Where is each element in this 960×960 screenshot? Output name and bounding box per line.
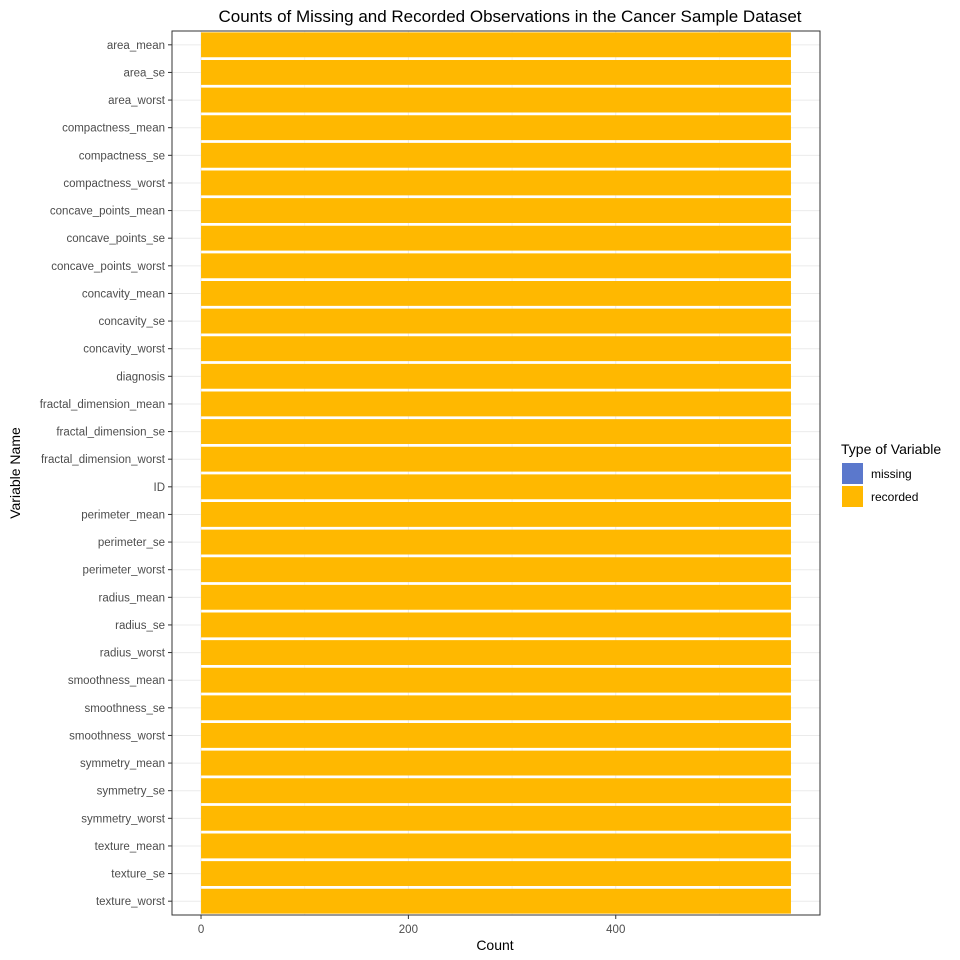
bar-recorded-fractal_dimension_worst [201,446,791,472]
y-tick-label: fractal_dimension_worst [41,454,166,466]
y-tick-label: perimeter_mean [81,509,165,521]
bar-recorded-smoothness_se [201,695,791,721]
y-tick-label: fractal_dimension_mean [40,399,165,411]
y-tick-label: diagnosis [116,371,165,383]
y-tick-label: fractal_dimension_se [56,427,165,439]
y-tick-label: smoothness_mean [68,675,165,687]
bar-recorded-perimeter_mean [201,502,791,527]
legend-swatch-missing [842,463,863,484]
bar-recorded-area_mean [201,32,791,58]
bar-recorded-compactness_worst [201,170,791,196]
bar-recorded-texture_worst [201,888,791,914]
y-tick-label: compactness_mean [62,123,165,135]
y-tick-label: perimeter_worst [83,565,166,577]
legend-items: missing recorded [842,463,918,507]
bar-recorded-compactness_se [201,142,791,168]
y-tick-label: concavity_se [99,316,165,328]
bar-recorded-concave_points_worst [201,253,791,279]
x-tick-label: 0 [198,924,204,936]
y-tick-label: concave_points_se [67,233,165,245]
bar-recorded-texture_mean [201,833,791,859]
y-tick-label: texture_se [111,869,165,881]
y-tick-label: compactness_se [79,150,165,162]
bar-recorded-smoothness_mean [201,667,791,693]
x-tick-label: 200 [399,924,418,936]
y-tick-label: concave_points_worst [51,261,166,273]
legend-title: Type of Variable [841,441,941,457]
x-tick-label: 400 [606,924,625,936]
y-tick-label: concavity_worst [83,344,166,356]
bar-recorded-texture_se [201,861,791,886]
y-tick-label: concave_points_mean [50,206,165,218]
legend-swatch-recorded [842,486,863,507]
bar-recorded-smoothness_worst [201,723,791,748]
bar-recorded-ID [201,474,791,500]
y-axis-ticks: area_mean area_se area_worst compactness_me… [40,40,172,908]
bar-layer [201,32,791,914]
y-axis-title: Variable Name [7,427,23,519]
bar-recorded-area_worst [201,87,791,113]
bar-recorded-symmetry_mean [201,750,791,776]
bar-recorded-area_se [201,60,791,85]
y-tick-label: symmetry_mean [80,758,165,770]
y-tick-label: ID [154,482,166,494]
legend: Type of Variable missing recorded [841,441,941,507]
bar-recorded-compactness_mean [201,115,791,141]
bar-recorded-radius_se [201,612,791,638]
y-tick-label: symmetry_worst [81,813,166,825]
bar-recorded-concavity_mean [201,281,791,306]
y-tick-label: texture_worst [96,896,166,908]
bar-recorded-concavity_worst [201,336,791,362]
x-axis-title: Count [476,937,513,953]
y-tick-label: smoothness_se [84,703,165,715]
y-tick-label: perimeter_se [98,537,165,549]
bar-recorded-symmetry_worst [201,805,791,831]
chart-title: Counts of Missing and Recorded Observati… [218,7,801,26]
y-tick-label: area_worst [108,95,166,107]
bar-recorded-concave_points_se [201,225,791,251]
bar-recorded-perimeter_worst [201,557,791,583]
bar-recorded-concavity_se [201,308,791,334]
y-tick-label: compactness_worst [63,178,165,190]
bar-recorded-symmetry_se [201,778,791,804]
bar-recorded-radius_worst [201,640,791,665]
y-tick-label: area_se [123,67,165,79]
x-axis-ticks: 0 200 400 [198,915,625,936]
bar-recorded-diagnosis [201,363,791,389]
y-tick-label: texture_mean [95,841,165,853]
y-tick-label: radius_mean [99,592,165,604]
legend-label-missing: missing [871,467,912,481]
y-tick-label: symmetry_se [97,786,165,798]
legend-label-recorded: recorded [871,490,918,504]
bar-recorded-radius_mean [201,584,791,610]
bar-recorded-concave_points_mean [201,198,791,223]
y-tick-label: smoothness_worst [69,730,166,742]
y-tick-label: radius_se [115,620,165,632]
bar-recorded-fractal_dimension_mean [201,391,791,417]
y-tick-label: radius_worst [100,648,166,660]
panel-border [171,30,821,916]
y-tick-label: area_mean [107,40,165,52]
bar-recorded-perimeter_se [201,529,791,555]
bar-recorded-fractal_dimension_se [201,419,791,444]
y-tick-label: concavity_mean [82,288,165,300]
